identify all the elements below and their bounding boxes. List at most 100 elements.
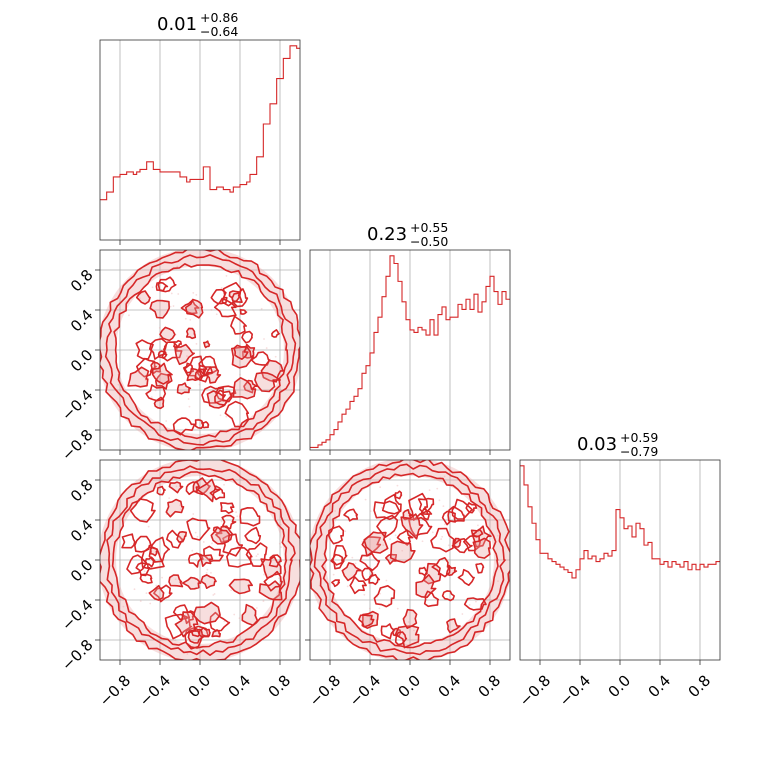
scatter-point bbox=[192, 513, 195, 515]
scatter-point bbox=[364, 498, 367, 501]
title-minus-1: −0.50 bbox=[410, 234, 448, 249]
blob-contour bbox=[331, 579, 341, 588]
scatter-point bbox=[369, 510, 372, 513]
blob-contour bbox=[149, 361, 161, 374]
blob-contour bbox=[203, 340, 211, 349]
scatter-point bbox=[175, 485, 178, 488]
blob-contour bbox=[341, 562, 362, 582]
blob-fill bbox=[182, 577, 201, 589]
scatter-point bbox=[177, 293, 180, 295]
scatter-point bbox=[205, 571, 208, 574]
blob-contour bbox=[231, 288, 249, 308]
blob-contour bbox=[349, 576, 367, 595]
blob-fill bbox=[207, 391, 228, 408]
scatter-point bbox=[179, 508, 182, 510]
blob-fill bbox=[166, 499, 184, 517]
scatter-point bbox=[354, 562, 357, 565]
blob-contour bbox=[204, 366, 222, 384]
blob-contour bbox=[185, 298, 204, 319]
scatter-point bbox=[255, 607, 258, 609]
scatter-point bbox=[236, 515, 239, 518]
scatter-point bbox=[238, 562, 241, 565]
scatter-point bbox=[191, 549, 194, 552]
blob-contour bbox=[472, 528, 484, 538]
scatter-point bbox=[265, 347, 268, 349]
blob-contour bbox=[210, 288, 228, 305]
scatter-point bbox=[184, 317, 187, 320]
scatter-point bbox=[161, 576, 163, 579]
blob-contour bbox=[361, 610, 379, 629]
blob-contour bbox=[431, 557, 451, 578]
title-plus-2: +0.59 bbox=[620, 430, 658, 445]
scatter-point bbox=[240, 428, 243, 430]
blob-contour bbox=[268, 554, 282, 568]
scatter-point bbox=[428, 489, 431, 492]
scatter-point bbox=[225, 415, 228, 418]
scatter-point bbox=[219, 414, 222, 417]
blob-fill bbox=[169, 482, 183, 493]
blob-contour bbox=[221, 514, 237, 530]
blob-fill bbox=[416, 574, 436, 598]
blob-contour bbox=[159, 326, 176, 342]
title-minus-2: −0.79 bbox=[620, 444, 658, 459]
blob-contour bbox=[430, 527, 457, 553]
scatter-point bbox=[238, 617, 241, 620]
blob-contour bbox=[373, 585, 396, 608]
scatter-point bbox=[188, 405, 191, 408]
scatter-point bbox=[236, 545, 239, 548]
blob-fill bbox=[446, 619, 460, 633]
blob-contour bbox=[145, 384, 167, 402]
scatter-point bbox=[155, 584, 158, 587]
blob-contour bbox=[233, 344, 249, 360]
blob-contour bbox=[263, 570, 283, 592]
blob-contour bbox=[417, 497, 435, 514]
histogram-diag-0 bbox=[99, 39, 301, 245]
blob-contour bbox=[155, 281, 169, 292]
scatter-point bbox=[368, 607, 371, 610]
blob-contour bbox=[203, 545, 224, 563]
blob-contour bbox=[385, 553, 398, 565]
ring-contour-2 bbox=[111, 471, 288, 649]
blob-contour bbox=[168, 481, 184, 494]
blob-fill bbox=[150, 300, 170, 318]
scatter-point bbox=[280, 523, 283, 526]
blob-contour bbox=[250, 351, 271, 366]
blob-contour bbox=[191, 627, 202, 638]
frame-diag-2 bbox=[519, 459, 721, 661]
scatter-point bbox=[158, 327, 161, 329]
blob-contour bbox=[176, 382, 192, 395]
scatter-point bbox=[431, 531, 434, 534]
blob-contour bbox=[396, 529, 414, 546]
blob-contour bbox=[445, 564, 458, 576]
blob-contour bbox=[186, 517, 211, 541]
scatter-point bbox=[279, 523, 282, 526]
scatter-point bbox=[263, 573, 266, 576]
scatter-point bbox=[145, 592, 148, 595]
blob-fill bbox=[177, 531, 187, 543]
blob-contour bbox=[220, 502, 235, 514]
scatter-point bbox=[278, 542, 281, 545]
blob-contour bbox=[182, 576, 202, 590]
scatter-point bbox=[468, 604, 471, 606]
blob-contour bbox=[463, 597, 487, 611]
scatter-point bbox=[235, 511, 237, 514]
scatter-point bbox=[172, 305, 175, 307]
scatter-point bbox=[225, 275, 228, 277]
scatter-point bbox=[332, 573, 335, 576]
scatter-point bbox=[151, 286, 154, 289]
blob-contour bbox=[173, 339, 182, 348]
scatter-point bbox=[262, 618, 265, 621]
blob-contour bbox=[239, 309, 248, 315]
scatter-point bbox=[378, 607, 381, 610]
scatter-point bbox=[475, 600, 477, 603]
blob-contour bbox=[200, 574, 217, 589]
blob-contour bbox=[228, 578, 253, 595]
scatter-point bbox=[407, 621, 410, 623]
blob-contour bbox=[139, 573, 153, 584]
scatter-point bbox=[461, 613, 464, 615]
scatter-point bbox=[274, 355, 277, 358]
blob-contour bbox=[394, 490, 403, 500]
blob-contour bbox=[192, 601, 221, 625]
blob-contour bbox=[376, 514, 399, 539]
